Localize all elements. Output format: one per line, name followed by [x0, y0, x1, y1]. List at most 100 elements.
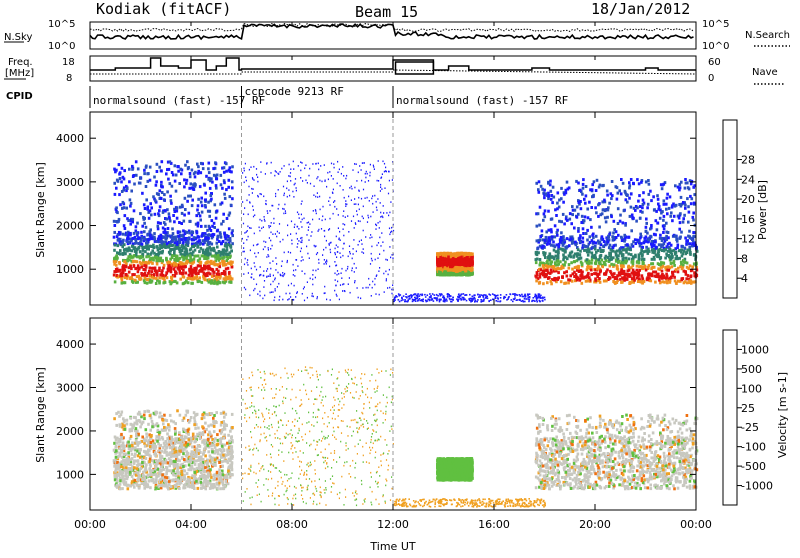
echo-cell: [247, 262, 248, 264]
echo-cell: [547, 277, 550, 280]
echo-cell: [358, 204, 359, 206]
echo-cell: [345, 203, 346, 205]
echo-cell: [556, 277, 559, 280]
echo-cell: [542, 282, 545, 285]
echo-cell: [143, 172, 146, 175]
echo-cell: [554, 235, 557, 238]
echo-cell: [195, 214, 198, 217]
echo-cell: [656, 194, 659, 197]
echo-cell: [318, 229, 319, 231]
echo-cell: [643, 237, 646, 240]
echo-cell: [280, 241, 281, 243]
echo-cell: [271, 291, 272, 293]
echo-cell: [295, 296, 296, 298]
echo-cell: [452, 264, 455, 267]
nave-label: Nave: [752, 67, 778, 78]
echo-cell: [580, 207, 583, 210]
echo-cell: [204, 278, 207, 281]
echo-cell: [186, 160, 189, 163]
echo-cell: [135, 241, 138, 244]
echo-cell: [657, 267, 660, 270]
echo-cell: [169, 182, 172, 185]
echo-cell: [147, 206, 150, 209]
echo-cell: [149, 234, 152, 237]
echo-cell: [685, 277, 688, 280]
echo-cell: [251, 277, 252, 279]
echo-cell: [628, 273, 631, 276]
echo-cell: [373, 211, 374, 213]
echo-cell: [230, 281, 233, 284]
echo-cell: [334, 290, 335, 292]
echo-cell: [185, 247, 188, 250]
freq-box: [396, 62, 434, 74]
echo-cell: [343, 215, 344, 217]
echo-cell: [123, 177, 126, 180]
echo-cell: [543, 212, 546, 215]
echo-cell: [205, 257, 208, 260]
echo-cell: [340, 239, 341, 241]
echo-cell: [641, 211, 644, 214]
echo-cell: [173, 252, 176, 255]
echo-cell: [582, 178, 585, 181]
echo-cell: [187, 166, 190, 169]
echo-cell: [148, 230, 151, 233]
echo-cell: [113, 257, 116, 260]
echo-cell: [288, 189, 289, 191]
echo-cell: [689, 242, 692, 245]
echo-cell: [300, 177, 301, 179]
echo-cell: [160, 197, 163, 200]
echo-cell: [302, 219, 303, 221]
echo-cell: [113, 220, 116, 223]
echo-cell: [354, 280, 355, 282]
echo-cell: [322, 206, 323, 208]
echo-cell: [143, 238, 146, 241]
echo-cell: [436, 252, 439, 255]
echo-cell: [683, 260, 686, 263]
echo-cell: [246, 239, 247, 241]
echo-cell: [337, 246, 338, 248]
echo-cell: [244, 170, 245, 172]
echo-cell: [253, 278, 254, 280]
cpid-segment-label: normalsound (fast) -157 RF: [396, 94, 568, 107]
echo-cell: [216, 174, 219, 177]
echo-cell: [170, 281, 173, 284]
echo-cell: [216, 229, 219, 232]
echo-cell: [210, 262, 213, 265]
echo-cell: [383, 273, 384, 275]
echo-cell: [377, 198, 378, 200]
echo-cell: [140, 262, 143, 265]
echo-cell: [619, 247, 622, 250]
echo-cell: [688, 211, 691, 214]
echo-cell: [687, 186, 690, 189]
echo-cell: [133, 183, 136, 186]
echo-cell: [294, 224, 295, 226]
echo-cell: [358, 244, 359, 246]
echo-cell: [636, 178, 639, 181]
echo-cell: [514, 295, 516, 297]
echo-cell: [221, 187, 224, 190]
echo-cell: [204, 252, 207, 255]
echo-cell: [243, 213, 244, 215]
echo-cell: [392, 257, 393, 259]
echo-cell: [116, 251, 119, 254]
echo-cell: [329, 218, 330, 220]
echo-cell: [124, 214, 127, 217]
echo-cell: [229, 212, 232, 215]
echo-cell: [147, 248, 150, 251]
echo-cell: [369, 200, 370, 202]
echo-cell: [249, 201, 250, 203]
echo-cell: [376, 201, 377, 203]
echo-cell: [661, 273, 664, 276]
echo-cell: [538, 224, 541, 227]
echo-cell: [157, 249, 160, 252]
echo-cell: [613, 263, 616, 266]
echo-cell: [282, 208, 283, 210]
echo-cell: [403, 295, 405, 297]
echo-cell: [305, 180, 306, 182]
echo-cell: [345, 270, 346, 272]
echo-cell: [226, 259, 229, 262]
echo-cell: [577, 213, 580, 216]
echo-cell: [449, 265, 452, 268]
echo-cell: [282, 239, 283, 241]
echo-cell: [244, 207, 245, 209]
